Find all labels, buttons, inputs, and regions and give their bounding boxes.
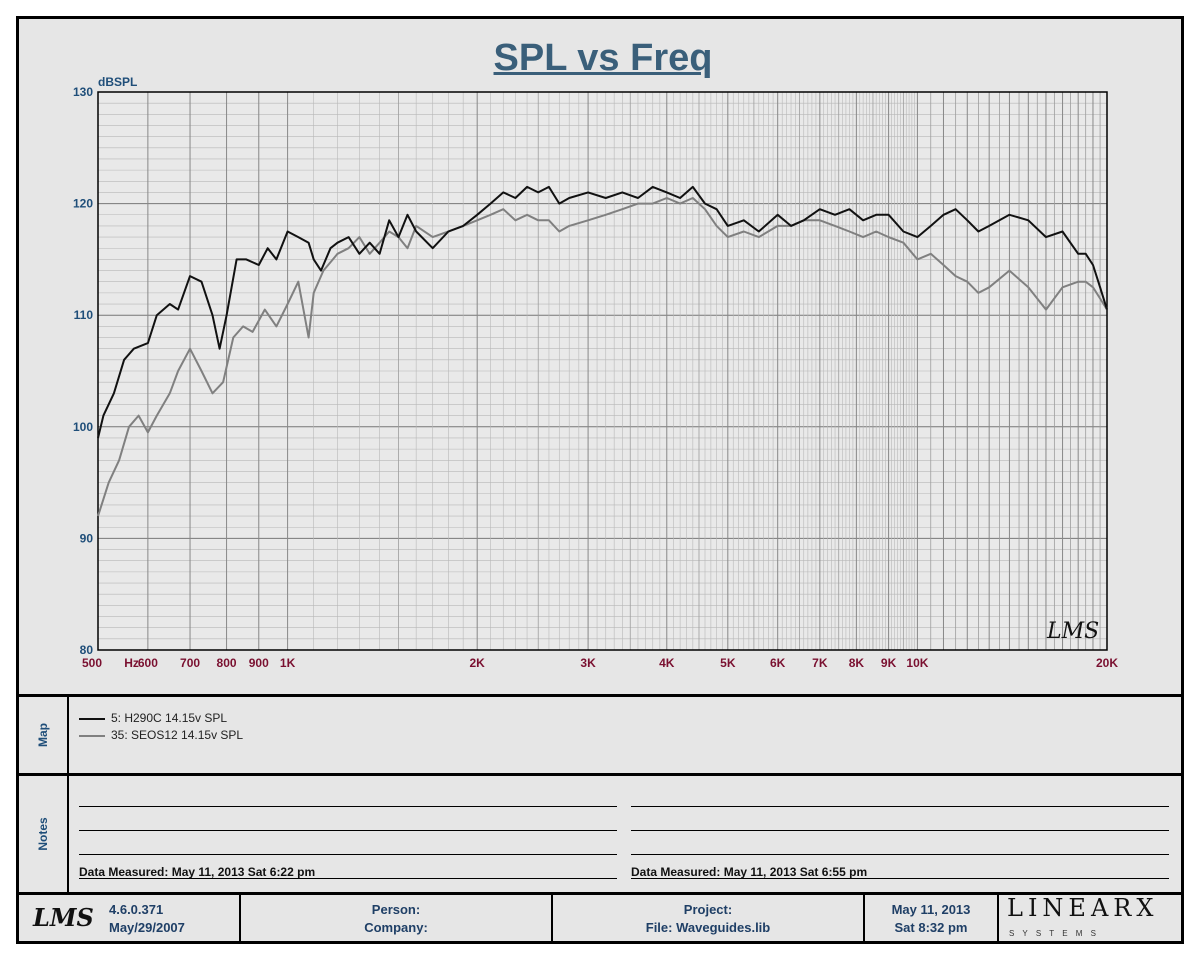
y-tick-label: 110	[74, 308, 94, 322]
separator	[19, 773, 1181, 776]
map-entry-1: 5: H290C 14.15v SPL	[79, 711, 227, 725]
series-line	[97, 185, 1108, 439]
map-entry-2: 35: SEOS12 14.15v SPL	[79, 728, 243, 742]
series-line	[97, 197, 1108, 517]
x-tick-label: 600	[138, 656, 158, 670]
map-label-cell: Map	[19, 697, 69, 773]
measured-right: Data Measured: May 11, 2013 Sat 6:55 pm	[631, 865, 868, 879]
separator	[19, 694, 1181, 697]
x-tick-label: 5K	[720, 656, 736, 670]
y-axis-label: dBSPL	[98, 75, 137, 89]
x-tick-label: 2K	[470, 656, 486, 670]
note-line	[79, 878, 617, 879]
note-line	[631, 806, 1169, 807]
footer-date-cell: May 11, 2013 Sat 8:32 pm	[865, 895, 999, 941]
x-tick-label: 7K	[812, 656, 828, 670]
y-tick-label: 80	[80, 643, 94, 657]
file-label: File: Waveguides.lib	[645, 920, 771, 935]
note-line	[79, 854, 617, 855]
note-line	[79, 806, 617, 807]
map-label: Map	[36, 723, 50, 747]
footer-person-cell: Person: Company:	[241, 895, 553, 941]
x-tick-label: 4K	[659, 656, 675, 670]
version-text: 4.6.0.371	[109, 902, 164, 917]
x-tick-label: 1K	[280, 656, 296, 670]
x-tick-label: 3K	[580, 656, 596, 670]
separator	[19, 892, 1181, 895]
legend-swatch-1	[79, 717, 105, 720]
brand-cell: LINEARX S Y S T E M S	[999, 895, 1181, 941]
x-tick-label: 6K	[770, 656, 786, 670]
notes-label-cell: Notes	[19, 776, 69, 892]
x-tick-label: 900	[249, 656, 269, 670]
brand-subtitle: S Y S T E M S	[1009, 929, 1099, 938]
x-tick-label: 10K	[906, 656, 928, 670]
note-line	[631, 854, 1169, 855]
map-entry-1-label: 5: H290C 14.15v SPL	[111, 711, 228, 725]
person-label: Person:	[371, 902, 421, 917]
report-frame: SPL vs Freq 80 90 100 110 120 130 dBSPL 500 600 7…	[16, 16, 1184, 944]
x-tick-label: 500	[82, 656, 102, 670]
y-tick-label: 130	[73, 85, 93, 99]
y-tick-label: 90	[80, 531, 94, 545]
footer-date: May 11, 2013	[891, 902, 971, 917]
footer-time: Sat 8:32 pm	[894, 920, 968, 935]
y-tick-label: 120	[73, 197, 93, 211]
note-line	[631, 830, 1169, 831]
x-tick-label: 9K	[881, 656, 897, 670]
company-label: Company:	[364, 920, 428, 935]
x-tick-label: 20K	[1096, 656, 1118, 670]
lms-logo: LMS	[33, 903, 94, 932]
measured-left: Data Measured: May 11, 2013 Sat 6:22 pm	[79, 865, 316, 879]
y-tick-label: 100	[73, 420, 93, 434]
x-tick-label: 800	[217, 656, 237, 670]
lms-watermark: LMS	[1046, 619, 1099, 644]
brand-logo: LINEARX	[1007, 894, 1159, 922]
footer: LMS 4.6.0.371 May/29/2007 Person: Compan…	[19, 895, 1181, 941]
footer-version-cell: LMS 4.6.0.371 May/29/2007	[19, 895, 241, 941]
note-line	[631, 878, 1169, 879]
legend-swatch-2	[79, 734, 105, 737]
map-entry-2-label: 35: SEOS12 14.15v SPL	[111, 728, 244, 742]
notes-section: Notes Data Measured: May 11, 2013 Sat 6:…	[19, 776, 1181, 892]
spl-chart: 80 90 100 110 120 130 dBSPL 500 600 700 800 900 1K 2K…	[73, 75, 1118, 670]
map-section: Map 5: H290C 14.15v SPL 35: SEOS12 14.15…	[19, 697, 1181, 773]
plot-border	[97, 91, 1108, 651]
x-tick-label: 8K	[849, 656, 865, 670]
project-label: Project:	[683, 902, 733, 917]
chart-title: SPL vs Freq	[493, 37, 713, 79]
note-line	[79, 830, 617, 831]
version-date: May/29/2007	[109, 920, 185, 935]
x-unit-label: Hz	[124, 656, 139, 670]
footer-project-cell: Project: File: Waveguides.lib	[553, 895, 865, 941]
x-tick-label: 700	[180, 656, 200, 670]
notes-label: Notes	[36, 817, 50, 851]
